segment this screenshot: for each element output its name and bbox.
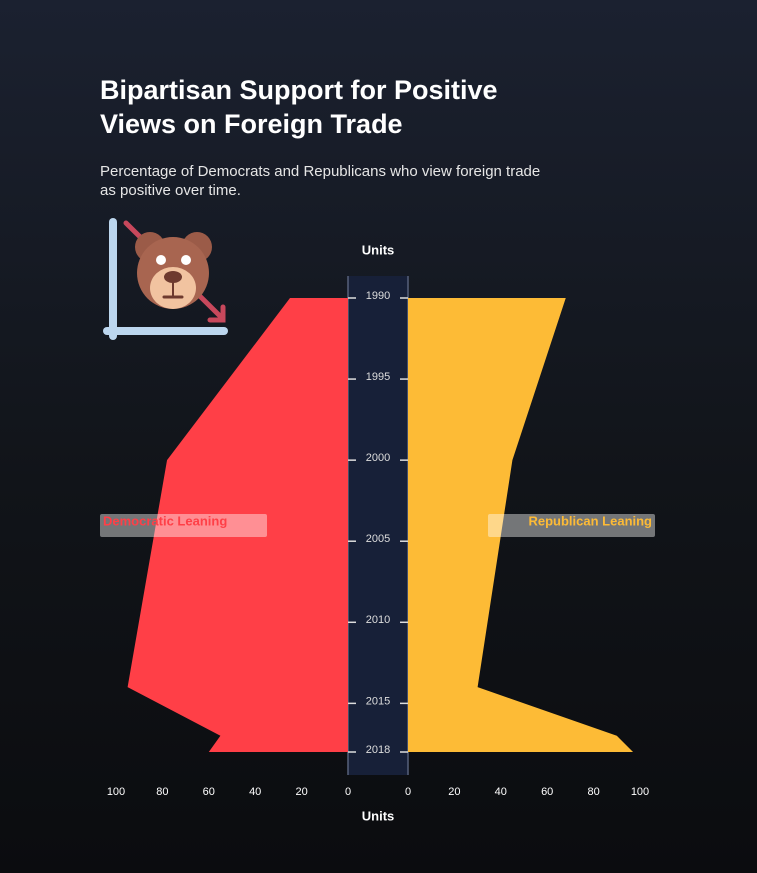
legend-label: Republican Leaning [528,513,652,528]
x-tick-label: 80 [587,786,599,798]
x-tick-label: 20 [295,786,307,798]
y-tick-label: 2015 [366,695,390,707]
x-tick-label: 0 [345,786,351,798]
x-tick-label: 60 [541,786,553,798]
x-tick-label: 100 [631,786,649,798]
axis-column [348,276,408,775]
chart-title: Bipartisan Support for Positive Views on… [100,75,498,139]
legend-box [100,514,267,537]
x-tick-label: 20 [448,786,460,798]
x-axis-label: Units [362,808,395,823]
x-tick-label: 0 [405,786,411,798]
legend-box [488,514,655,537]
y-axis-label: Units [362,242,395,257]
x-tick-label: 80 [156,786,168,798]
y-tick-label: 2000 [366,452,390,464]
y-tick-label: 1990 [366,290,390,302]
area [408,298,634,752]
chart-subtitle: Percentage of Democrats and Republicans … [100,163,541,199]
x-tick-label: 100 [107,786,125,798]
x-tick-label: 60 [203,786,215,798]
x-tick-label: 40 [495,786,507,798]
x-tick-label: 40 [249,786,261,798]
area [127,298,348,752]
y-tick-label: 1995 [366,371,390,383]
y-tick-label: 2005 [366,533,390,545]
y-tick-label: 2010 [366,614,390,626]
y-tick-label: 2018 [366,744,390,756]
bear-icon [103,218,228,340]
legend-label: Democratic Leaning [103,513,227,528]
